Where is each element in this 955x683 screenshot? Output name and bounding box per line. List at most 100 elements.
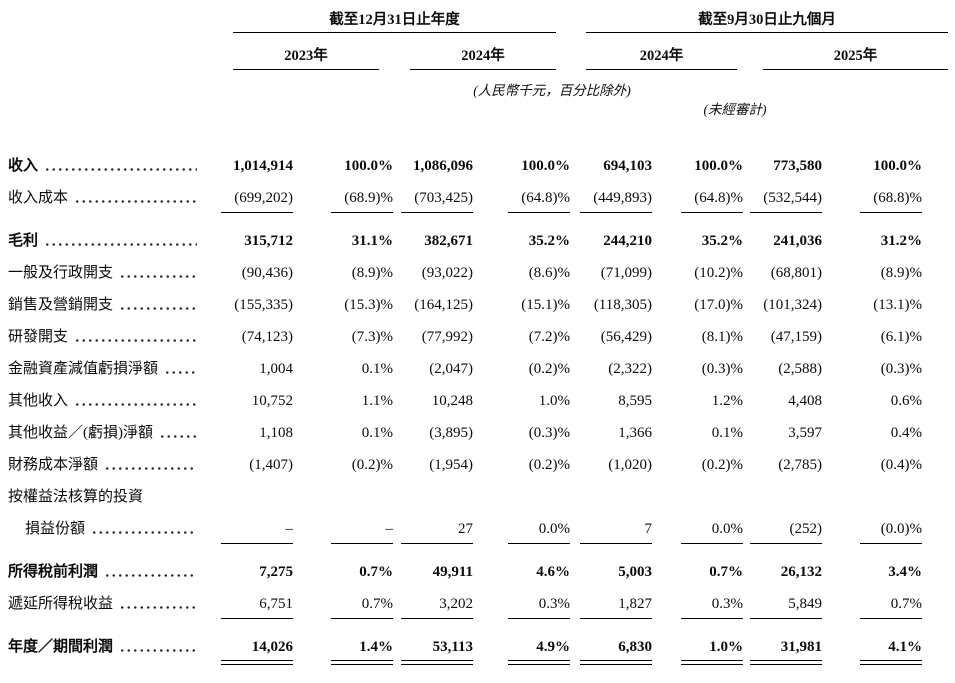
dot-leader xyxy=(119,306,197,311)
cell-percent: (64.8)% xyxy=(473,190,570,213)
dot-leader xyxy=(44,167,197,172)
col-group-nine-month-title: 截至9月30日止九個月 xyxy=(698,12,836,28)
cell-value: (703,425) xyxy=(393,190,473,213)
cell-percent: 3.4% xyxy=(888,564,922,580)
period-group-header-row: 截至12月31日止年度 截至9月30日止九個月 xyxy=(8,4,948,33)
table-body: 收入 1,014,914 100.0% 1,086,096 100.0% 694,103 1… xyxy=(8,148,922,666)
cell-percent: 0.7% xyxy=(293,596,393,619)
row-label-text: 年度／期間利潤 xyxy=(8,639,114,655)
cell-percent: (64.8)% xyxy=(652,190,743,213)
cell-percent: (0.3)% xyxy=(528,425,570,441)
cell-value: (56,429) xyxy=(600,329,652,345)
row-label: 損益份額 xyxy=(8,517,203,538)
cell-percent: 100.0% xyxy=(344,158,393,174)
cell-percent: 100.0% xyxy=(694,158,743,174)
table-row: 金融資產減值虧損淨額 1,004 0.1% (2,047) (0.2)% (2,322) (… xyxy=(8,351,922,383)
cell-percent: (17.0)% xyxy=(694,297,743,313)
cell-value: 10,248 xyxy=(431,393,473,409)
cell-percent: 0.1% xyxy=(361,361,393,377)
row-label: 年度／期間利潤 xyxy=(8,635,203,656)
row-label-text: 其他收益／(虧損)淨額 xyxy=(8,425,153,441)
cell-value: (68,801) xyxy=(770,265,822,281)
cell-percent: 1.1% xyxy=(361,393,393,409)
row-label: 遞延所得稅收益 xyxy=(8,592,203,613)
cell-value: (1,407) xyxy=(249,457,293,473)
row-label: 財務成本淨額 xyxy=(8,453,203,474)
cell-percent: (0.3)% xyxy=(701,361,743,377)
row-label: 毛利 xyxy=(8,229,203,250)
cell-value: 1,014,914 xyxy=(233,158,293,174)
cell-value: (77,992) xyxy=(421,329,473,345)
cell-value: (47,159) xyxy=(770,329,822,345)
cell-value: 315,712 xyxy=(244,233,293,249)
cell-percent: 1.0% xyxy=(652,639,743,666)
row-label-text: 一般及行政開支 xyxy=(8,265,114,281)
cell-value: 14,026 xyxy=(203,639,293,666)
cell-value: 31,981 xyxy=(743,639,822,666)
col-group-annual: 截至12月31日止年度 xyxy=(233,4,556,33)
row-label-text: 收入成本 xyxy=(8,190,69,206)
cell-percent: 100.0% xyxy=(873,158,922,174)
row-label-text: 銷售及營銷開支 xyxy=(8,297,114,313)
cell-percent: (0.4)% xyxy=(880,457,922,473)
year-col-2023: 2023年 xyxy=(233,33,379,70)
cell-value: 6,751 xyxy=(203,596,293,619)
cell-value: – xyxy=(203,521,293,544)
table-row: 年度／期間利潤 14,026 1.4% 53,113 4.9% 6,830 1.0% 31,9… xyxy=(8,629,922,666)
cell-percent: (10.2)% xyxy=(694,265,743,281)
cell-value: 7 xyxy=(570,521,652,544)
cell-percent: (0.2)% xyxy=(528,361,570,377)
row-label-text: 毛利 xyxy=(8,233,39,249)
year-header-row: 2023年 2024年 2024年 2025年 xyxy=(8,33,948,70)
table-row: 毛利 315,712 31.1% 382,671 35.2% 244,210 35.2% 24… xyxy=(8,223,922,255)
cell-percent: (0.2)% xyxy=(528,457,570,473)
cell-percent: 35.2% xyxy=(528,233,570,249)
cell-value: 1,004 xyxy=(259,361,293,377)
table-row: 銷售及營銷開支 (155,335) (15.3)% (164,125) (15.1)% (… xyxy=(8,287,922,319)
cell-percent: 0.0% xyxy=(652,521,743,544)
cell-percent: 0.0% xyxy=(473,521,570,544)
year-col-2024-9m: 2024年 xyxy=(586,33,737,70)
cell-value: 3,202 xyxy=(393,596,473,619)
cell-value: (90,436) xyxy=(241,265,293,281)
table-row: 一般及行政開支 (90,436) (8.9)% (93,022) (8.6)% (71,0… xyxy=(8,255,922,287)
row-label: 銷售及營銷開支 xyxy=(8,293,203,314)
cell-value: 1,827 xyxy=(570,596,652,619)
cell-value: (2,588) xyxy=(778,361,822,377)
row-label-text: 研發開支 xyxy=(8,329,69,345)
row-label: 所得稅前利潤 xyxy=(8,560,203,581)
row-label-text: 按權益法核算的投資 xyxy=(8,489,144,505)
cell-percent: 4.9% xyxy=(473,639,570,666)
cell-value: (155,335) xyxy=(234,297,293,313)
label-column-spacer xyxy=(8,33,203,70)
cell-value: 1,108 xyxy=(259,425,293,441)
row-label-text: 其他收入 xyxy=(8,393,69,409)
cell-percent: (7.3)% xyxy=(351,329,393,345)
dot-leader xyxy=(74,199,197,204)
dot-leader xyxy=(91,530,197,535)
cell-value: 694,103 xyxy=(603,158,652,174)
table-row: 損益份額 – –27 0.0% 7 0.0% (252) (0.0)% xyxy=(8,511,922,544)
cell-percent: 4.1% xyxy=(822,639,922,666)
cell-value: (93,022) xyxy=(421,265,473,281)
cell-value: 7,275 xyxy=(259,564,293,580)
cell-percent: 0.1% xyxy=(361,425,393,441)
table-row: 財務成本淨額 (1,407) (0.2)% (1,954) (0.2)% (1,020) (… xyxy=(8,447,922,479)
row-label-text: 所得稅前利潤 xyxy=(8,564,99,580)
cell-percent: (0.3)% xyxy=(880,361,922,377)
cell-percent: (0.2)% xyxy=(701,457,743,473)
label-column-spacer xyxy=(8,4,203,33)
row-label: 收入 xyxy=(8,154,203,175)
cell-value: (118,305) xyxy=(593,297,652,313)
cell-percent: (13.1)% xyxy=(873,297,922,313)
cell-value: 10,752 xyxy=(251,393,293,409)
cell-value: 3,597 xyxy=(788,425,822,441)
row-label: 研發開支 xyxy=(8,325,203,346)
cell-value: 244,210 xyxy=(603,233,652,249)
cell-value: 27 xyxy=(393,521,473,544)
cell-value: (532,544) xyxy=(743,190,822,213)
cell-value: (449,893) xyxy=(570,190,652,213)
cell-percent: 0.1% xyxy=(711,425,743,441)
table-row: 收入 1,014,914 100.0% 1,086,096 100.0% 694,103 1… xyxy=(8,148,922,180)
cell-percent: (7.2)% xyxy=(528,329,570,345)
